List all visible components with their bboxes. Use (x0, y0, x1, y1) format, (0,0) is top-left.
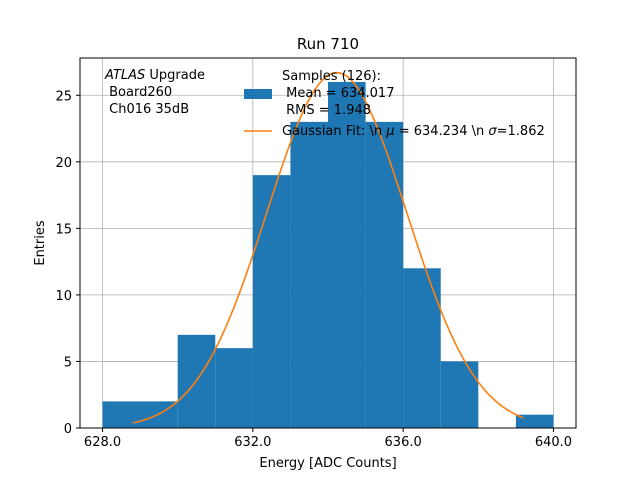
chart-title: Run 710 (297, 35, 359, 53)
histogram-bar (365, 121, 404, 429)
histogram-bar (403, 268, 441, 428)
histogram-bar (252, 175, 291, 428)
y-tick-label: 10 (55, 289, 72, 304)
x-tick-label: 628.0 (84, 435, 121, 450)
gaussian-fit (132, 71, 524, 424)
plot-frame (79, 57, 577, 429)
histogram-bar (290, 121, 328, 429)
y-tick-label: 5 (64, 355, 72, 370)
histogram-bar (440, 361, 479, 428)
legend-hist-swatch (244, 89, 272, 99)
annotation-line-1: ATLAS Upgrade (104, 68, 205, 83)
legend-hist-line-1: Samples (126): (282, 69, 381, 84)
x-axis-label: Energy [ADC Counts] (259, 456, 396, 471)
y-tick-label: 15 (55, 222, 72, 237)
histogram-bars (102, 81, 554, 429)
legend: Samples (126): Mean = 634.017 RMS = 1.94… (244, 69, 545, 139)
x-axis-ticks: 628.0 632.0 636.0 640.0 (84, 428, 572, 450)
gaussian-fit-curve (132, 71, 524, 424)
histogram-bar (102, 401, 178, 428)
annotation-box: ATLAS Upgrade Board260 Ch016 35dB (104, 68, 205, 117)
y-axis-ticks: 0 5 10 15 20 25 (55, 89, 80, 437)
annotation-line-3: Ch016 35dB (105, 102, 189, 117)
x-tick-label: 632.0 (234, 435, 271, 450)
histogram-bar (515, 414, 554, 428)
y-tick-label: 0 (64, 422, 72, 437)
legend-hist-line-3: RMS = 1.948 (282, 103, 371, 118)
histogram-bar (215, 348, 253, 428)
annotation-line-2: Board260 (105, 85, 172, 100)
y-axis-label: Entries (33, 220, 48, 266)
x-tick-label: 636.0 (385, 435, 422, 450)
y-tick-label: 20 (55, 156, 72, 171)
histogram-bar (328, 81, 366, 428)
x-tick-label: 640.0 (535, 435, 572, 450)
legend-hist-line-2: Mean = 634.017 (282, 86, 394, 101)
y-tick-label: 25 (55, 89, 72, 104)
legend-fit-label: Gaussian Fit: \n μ = 634.234 \n σ=1.862 (282, 124, 545, 139)
